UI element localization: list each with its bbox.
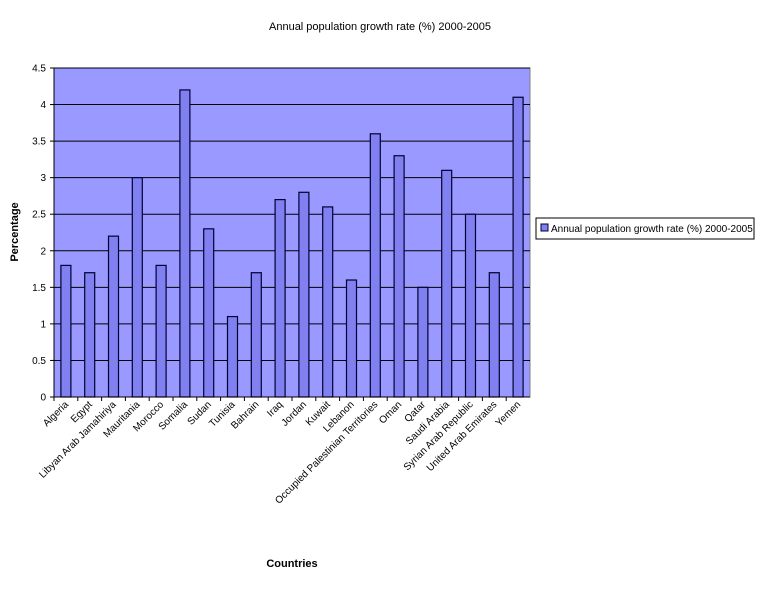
y-tick-label: 1.5 — [32, 283, 46, 294]
bar — [488, 272, 500, 398]
y-tick-label: 0.5 — [32, 356, 46, 367]
bar — [155, 264, 167, 398]
legend-label: Annual population growth rate (%) 2000-2… — [551, 224, 753, 235]
bar — [464, 213, 477, 398]
x-tick-label: Jordan — [280, 399, 309, 428]
y-tick-label: 3 — [40, 173, 46, 184]
y-tick-label: 2 — [40, 246, 46, 257]
bar — [60, 264, 72, 398]
bar — [417, 286, 429, 398]
y-tick-label: 4.5 — [32, 64, 46, 75]
bar — [274, 199, 286, 398]
legend-box — [535, 217, 755, 240]
y-tick-label: 3.5 — [32, 137, 46, 148]
y-axis-title: Percentage — [9, 202, 21, 261]
bar — [84, 272, 96, 398]
x-tick-label: Oman — [377, 399, 404, 426]
y-tick-label: 0 — [40, 393, 46, 404]
bar — [369, 133, 381, 398]
y-tick-label: 1 — [40, 319, 46, 330]
bar — [298, 191, 310, 398]
bar — [441, 169, 453, 398]
x-axis-title: Countries — [266, 558, 317, 570]
y-tick-label: 2.5 — [32, 210, 46, 221]
chart-title: Annual population growth rate (%) 2000-2… — [269, 21, 491, 33]
bar — [107, 235, 120, 398]
bar — [226, 315, 239, 398]
x-tick-label: Algeria — [41, 399, 71, 429]
plot-area — [53, 67, 531, 398]
bar — [203, 228, 215, 398]
bar — [131, 177, 143, 398]
x-tick-label: Yemen — [494, 399, 524, 429]
bar — [322, 206, 334, 398]
legend: Annual population growth rate (%) 2000-2… — [535, 217, 755, 240]
bar — [393, 155, 405, 398]
y-tick-label: 4 — [40, 100, 46, 111]
x-tick-label: Iraq — [265, 399, 285, 419]
bar — [345, 279, 358, 398]
y-axis-ticks: 0 0.5 1 1.5 2 2.5 3 3.5 4 4.5 — [32, 64, 54, 404]
bar — [512, 96, 524, 398]
bar — [179, 89, 191, 398]
legend-swatch — [540, 223, 549, 232]
bar — [250, 272, 262, 398]
